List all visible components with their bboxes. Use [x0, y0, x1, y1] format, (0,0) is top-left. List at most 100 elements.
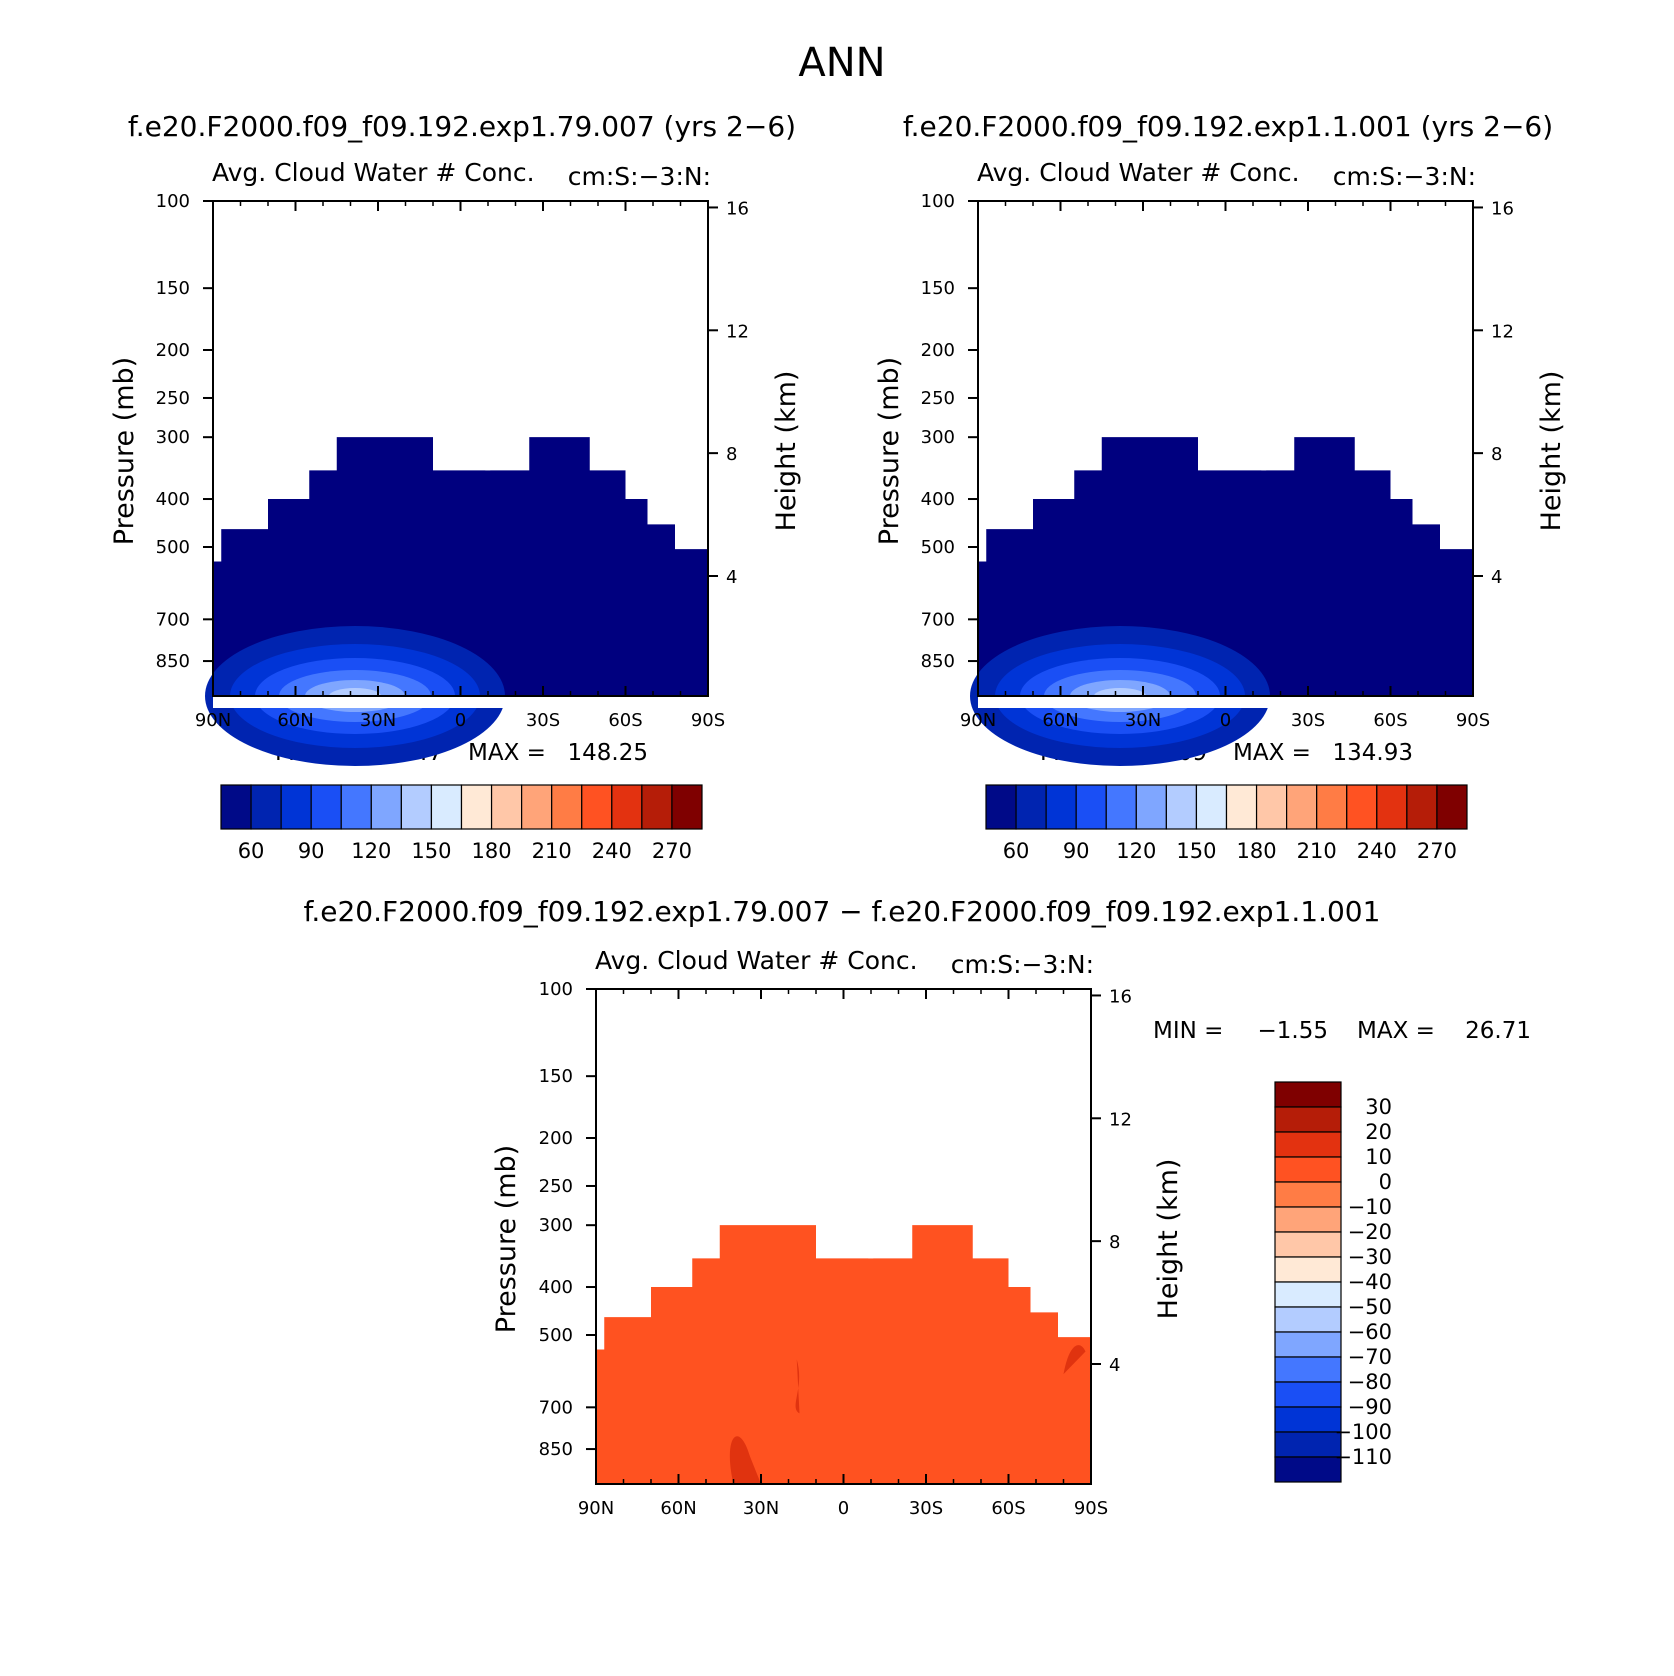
colorbar-swatch	[1075, 784, 1107, 830]
colorbar-label: −10	[1348, 1195, 1392, 1219]
colorbar-swatch	[1346, 784, 1378, 830]
y-tick-label: 400	[539, 1277, 573, 1298]
colorbar-swatch	[1045, 784, 1077, 830]
colorbar-swatch	[1274, 1356, 1342, 1383]
data-gap	[1261, 437, 1267, 471]
x-tick-label: 30S	[1291, 710, 1325, 731]
y2-tick-label: 8	[1491, 444, 1502, 465]
colorbar-swatch	[1274, 1181, 1342, 1208]
colorbar-swatch	[310, 784, 342, 830]
y-tick-label: 500	[539, 1325, 573, 1346]
colorbar-label: −50	[1348, 1295, 1392, 1319]
data-gap	[868, 1225, 874, 1259]
x-tick-label: 60N	[660, 1498, 696, 1519]
y2-tick-label: 4	[726, 567, 737, 588]
colorbar-swatch	[400, 784, 433, 830]
colorbar-swatch	[1274, 1431, 1342, 1458]
x-tick-label: 60N	[1042, 710, 1078, 731]
colorbar-swatch	[1274, 1406, 1342, 1433]
x-tick-label: 90S	[1456, 710, 1490, 731]
colorbar-swatch	[1274, 1381, 1342, 1408]
y-tick-label: 700	[156, 609, 190, 630]
x-tick-label: 90N	[195, 710, 231, 731]
colorbar-label: −60	[1348, 1320, 1392, 1344]
y-tick-label: 300	[921, 427, 955, 448]
y-tick-label: 850	[156, 651, 190, 672]
y-axis-label: Pressure (mb)	[874, 357, 905, 545]
data-contour-band	[729, 1436, 761, 1484]
data-contour-band	[795, 1359, 800, 1414]
min-label: MIN =	[1153, 1018, 1223, 1044]
y-tick-label: 150	[539, 1066, 573, 1087]
colorbar-label: 30	[1365, 1095, 1392, 1119]
y-tick-label: 100	[156, 191, 190, 212]
colorbar-swatch	[1274, 1231, 1342, 1258]
x-tick-label: 90S	[691, 710, 725, 731]
y-tick-label: 250	[539, 1176, 573, 1197]
colorbar-swatch	[1406, 784, 1438, 830]
x-tick-label: 30N	[1125, 710, 1161, 731]
x-tick-label: 90N	[578, 1498, 614, 1519]
x-tick-label: 30S	[909, 1498, 943, 1519]
y-tick-label: 100	[539, 979, 573, 1000]
colorbar-label: 90	[1063, 839, 1090, 863]
colorbar-swatch	[551, 784, 583, 830]
y-tick-label: 200	[921, 340, 955, 361]
y2-tick-label: 16	[1491, 198, 1514, 219]
colorbar-label: −70	[1348, 1345, 1392, 1369]
difference-title: f.e20.F2000.f09_f09.192.exp1.79.007 − f.…	[304, 895, 1381, 928]
colorbar-label: 60	[1003, 839, 1030, 863]
y2-tick-label: 12	[1109, 1109, 1132, 1130]
x-tick-label: 0	[455, 710, 466, 731]
y2-tick-label: 8	[1109, 1232, 1120, 1253]
colorbar-label: 0	[1379, 1170, 1392, 1194]
colorbar-swatch	[1135, 784, 1167, 830]
y-tick-label: 300	[539, 1215, 573, 1236]
colorbar-label: −30	[1348, 1245, 1392, 1269]
colorbar-label: 10	[1365, 1145, 1392, 1169]
y2-axis-label: Height (km)	[1153, 1159, 1184, 1320]
y-tick-label: 400	[921, 489, 955, 510]
colorbar-swatch	[1376, 784, 1408, 830]
colorbar-swatch	[611, 784, 643, 830]
y-tick-label: 250	[156, 388, 190, 409]
case2-subtitle: f.e20.F2000.f09_f09.192.exp1.1.001 (yrs …	[903, 110, 1553, 143]
x-tick-label: 30S	[526, 710, 560, 731]
colorbar-swatch	[370, 784, 402, 830]
x-tick-label: 90N	[960, 710, 996, 731]
y-tick-label: 200	[156, 340, 190, 361]
colorbar-label: −40	[1348, 1270, 1392, 1294]
x-tick-label: 30N	[743, 1498, 779, 1519]
panel-case1: Avg. Cloud Water # Conc. cm:S:−3:N: Pres…	[109, 158, 802, 863]
colorbar-label: 210	[532, 839, 572, 863]
colorbar-swatch	[460, 784, 493, 830]
panel-variable-label: Avg. Cloud Water # Conc.	[212, 158, 535, 187]
colorbar-label: 20	[1365, 1120, 1392, 1144]
colorbar-swatch	[1274, 1106, 1342, 1133]
colorbar-swatch	[1274, 1131, 1342, 1158]
colorbar-label: 90	[298, 839, 325, 863]
colorbar-swatch	[430, 784, 463, 830]
colorbar-label: 210	[1297, 839, 1337, 863]
colorbar-label: 270	[1417, 839, 1457, 863]
colorbar-swatch	[1105, 784, 1137, 830]
colorbar-swatch	[1274, 1281, 1342, 1308]
colorbar-swatch	[220, 784, 252, 830]
colorbar-swatch	[1274, 1156, 1342, 1183]
colorbar-label: 270	[652, 839, 692, 863]
x-tick-label: 30N	[360, 710, 396, 731]
y-tick-label: 850	[921, 651, 955, 672]
case1-subtitle: f.e20.F2000.f09_f09.192.exp1.79.007 (yrs…	[128, 110, 796, 143]
colorbar-swatch	[581, 784, 613, 830]
colorbar-swatch	[1165, 784, 1198, 830]
x-tick-label: 60N	[277, 710, 313, 731]
max-value: 134.93	[1333, 740, 1413, 766]
y2-tick-label: 8	[726, 444, 737, 465]
colorbar-swatch	[340, 784, 372, 830]
x-tick-label: 60S	[608, 710, 642, 731]
y-tick-label: 700	[921, 609, 955, 630]
y-tick-label: 500	[156, 537, 190, 558]
colorbar-label: 240	[592, 839, 632, 863]
panel-difference: Avg. Cloud Water # Conc. cm:S:−3:N: Pres…	[491, 946, 1531, 1519]
colorbar-swatch	[1195, 784, 1228, 830]
